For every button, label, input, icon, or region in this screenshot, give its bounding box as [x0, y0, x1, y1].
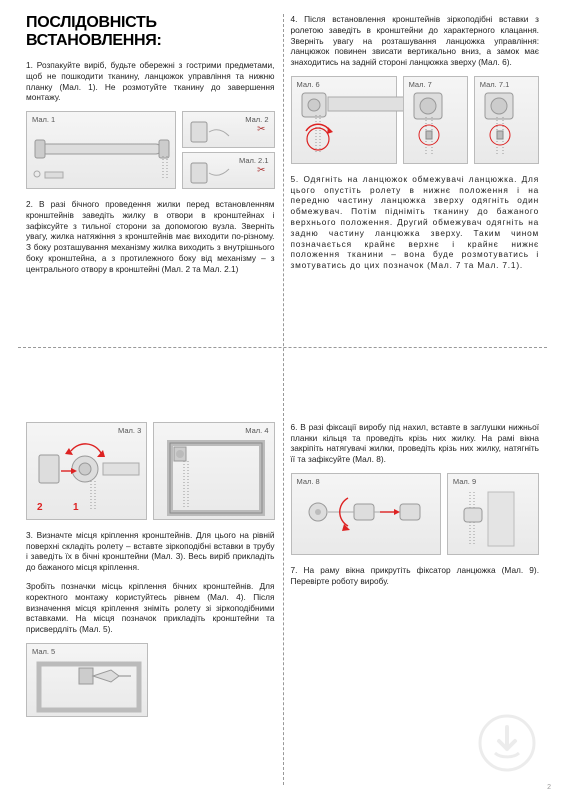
figure-7: Мал. 7	[403, 76, 468, 164]
figure-label: Мал. 3	[118, 426, 141, 435]
figure-label: Мал. 4	[245, 426, 268, 435]
step-2-text: 2. В разі бічного проведення жилки перед…	[26, 199, 275, 274]
figure-row-3-4: Мал. 3 2 1 Мал. 4	[26, 422, 275, 520]
figure-label: Мал. 6	[297, 80, 320, 89]
tensioner-illustration	[300, 490, 430, 550]
step-4-text: 4. Після встановлення кронштейнів зіркоп…	[291, 14, 540, 68]
step-5-text: 5. Одягніть на ланцюжок обмежувачі ланцю…	[291, 174, 540, 271]
page-number: 2	[547, 784, 551, 791]
figure-label: Мал. 5	[32, 647, 55, 656]
figure-label: Мал. 7	[409, 80, 432, 89]
step-6-text: 6. В разі фіксації виробу під нахил, вст…	[291, 422, 540, 465]
quadrant-top-right: 4. Після встановлення кронштейнів зіркоп…	[283, 14, 548, 345]
mechanism-illustration	[479, 91, 535, 161]
step-3b-text: Зробіть позначки місць кріплення бічних …	[26, 581, 275, 635]
page-title: ПОСЛІДОВНІСТЬ ВСТАНОВЛЕННЯ:	[26, 14, 275, 50]
figure-label: Мал. 2.1	[239, 156, 268, 165]
figure-1: Мал. 1	[26, 111, 176, 189]
bracket-illustration	[187, 159, 235, 187]
figure-row-1: Мал. 1 Мал. 2 ✂	[26, 111, 275, 189]
figure-label: Мал. 2	[245, 115, 268, 124]
figure-2-col: Мал. 2 ✂ Мал. 2.1 ✂	[182, 111, 275, 189]
figure-9: Мал. 9	[447, 473, 539, 555]
figure-row-8-9: Мал. 8 Мал. 9	[291, 473, 540, 555]
scissors-icon: ✂	[257, 124, 265, 135]
figure-3: Мал. 3 2 1	[26, 422, 147, 520]
figure-label: Мал. 9	[453, 477, 476, 486]
quadrant-bottom-left: Мал. 3 2 1 Мал. 4	[18, 412, 283, 789]
drill-illustration	[33, 658, 143, 714]
figure-5: Мал. 5	[26, 643, 148, 717]
frame-illustration	[160, 435, 270, 517]
vertical-divider	[283, 14, 284, 785]
assembly-illustration	[33, 435, 143, 515]
chain-fixer-illustration	[454, 490, 518, 550]
quadrant-bottom-right: 6. В разі фіксації виробу під нахил, вст…	[283, 412, 548, 789]
figure-2: Мал. 2 ✂	[182, 111, 275, 148]
figure-8: Мал. 8	[291, 473, 441, 555]
figure-row-5: Мал. 5	[26, 643, 275, 717]
figure-6: Мал. 6 click	[291, 76, 397, 164]
bracket-illustration	[187, 118, 235, 146]
roller-illustration	[33, 136, 183, 184]
step-7-text: 7. На раму вікна прикрутіть фіксатор лан…	[291, 565, 540, 587]
mechanism-illustration	[408, 91, 464, 161]
figure-row-6-7: Мал. 6 click Мал. 7	[291, 76, 540, 164]
figure-label: Мал. 1	[32, 115, 55, 124]
figure-7-1: Мал. 7.1	[474, 76, 539, 164]
quadrant-top-left: ПОСЛІДОВНІСТЬ ВСТАНОВЛЕННЯ: 1. Розпакуйт…	[18, 14, 283, 345]
figure-2-1: Мал. 2.1 ✂	[182, 152, 275, 189]
scissors-icon: ✂	[257, 165, 265, 176]
step-3-text: 3. Визначте місця кріплення кронштейнів.…	[26, 530, 275, 573]
figure-4: Мал. 4	[153, 422, 274, 520]
figure-label: Мал. 8	[297, 477, 320, 486]
figure-label: Мал. 7.1	[480, 80, 509, 89]
step-1-text: 1. Розпакуйте виріб, будьте обережні з г…	[26, 60, 275, 103]
bracket-click-illustration	[298, 91, 408, 161]
